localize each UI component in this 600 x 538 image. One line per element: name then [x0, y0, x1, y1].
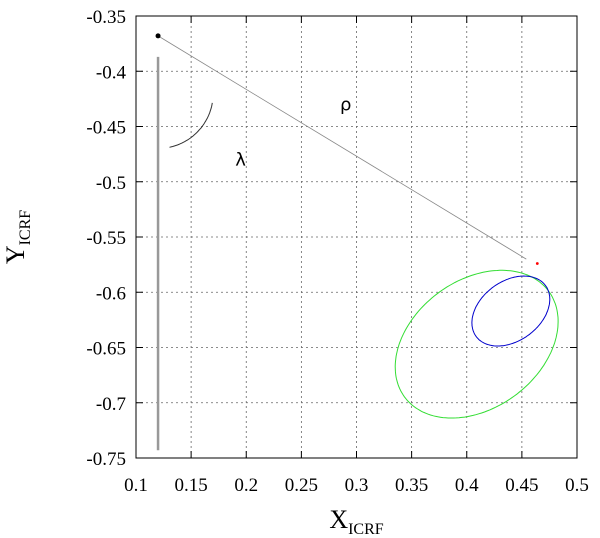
green-ellipse [394, 269, 559, 419]
x-tick-label: 0.4 [455, 475, 479, 496]
y-axis-title-subscript: ICRF [17, 210, 34, 246]
grid [136, 16, 577, 458]
chart-marks: ρλ [155, 33, 559, 451]
y-axis-title: YICRF [1, 210, 34, 264]
x-tick-label: 0.1 [124, 475, 148, 496]
y-tick-label: -0.45 [86, 118, 126, 139]
y-tick-label: -0.6 [96, 283, 126, 304]
axis-ticks: 0.1 0.15 0.2 0.25 0.3 0.35 0.4 0.45 0.5 -0.35 -0.4… [86, 7, 588, 496]
x-axis-title: XICRF [329, 505, 383, 538]
x-tick-label: 0.3 [345, 475, 369, 496]
x-axis-title-main: X [329, 505, 348, 534]
red-point [535, 262, 539, 265]
x-tick-label: 0.45 [505, 475, 538, 496]
origin-point [155, 33, 161, 39]
x-tick-label: 0.5 [565, 475, 589, 496]
blue-ellipse [471, 275, 551, 347]
x-axis-title-subscript: ICRF [348, 521, 384, 538]
y-tick-label: -0.55 [86, 228, 126, 249]
y-tick-label: -0.4 [96, 62, 127, 83]
lambda-label: λ [235, 150, 246, 171]
lambda-arc [169, 102, 213, 148]
x-tick-label: 0.15 [175, 475, 208, 496]
x-tick-label: 0.25 [285, 475, 318, 496]
rho-label: ρ [340, 94, 351, 115]
y-tick-label: -0.35 [86, 7, 126, 28]
y-axis-title-main: Y [1, 245, 30, 264]
y-tick-label: -0.5 [96, 173, 126, 194]
y-tick-label: -0.75 [86, 449, 126, 470]
y-tick-label: -0.65 [86, 339, 126, 360]
x-tick-label: 0.2 [234, 475, 258, 496]
rho-line [157, 35, 527, 260]
x-tick-label: 0.35 [395, 475, 428, 496]
y-tick-label: -0.7 [96, 394, 126, 415]
